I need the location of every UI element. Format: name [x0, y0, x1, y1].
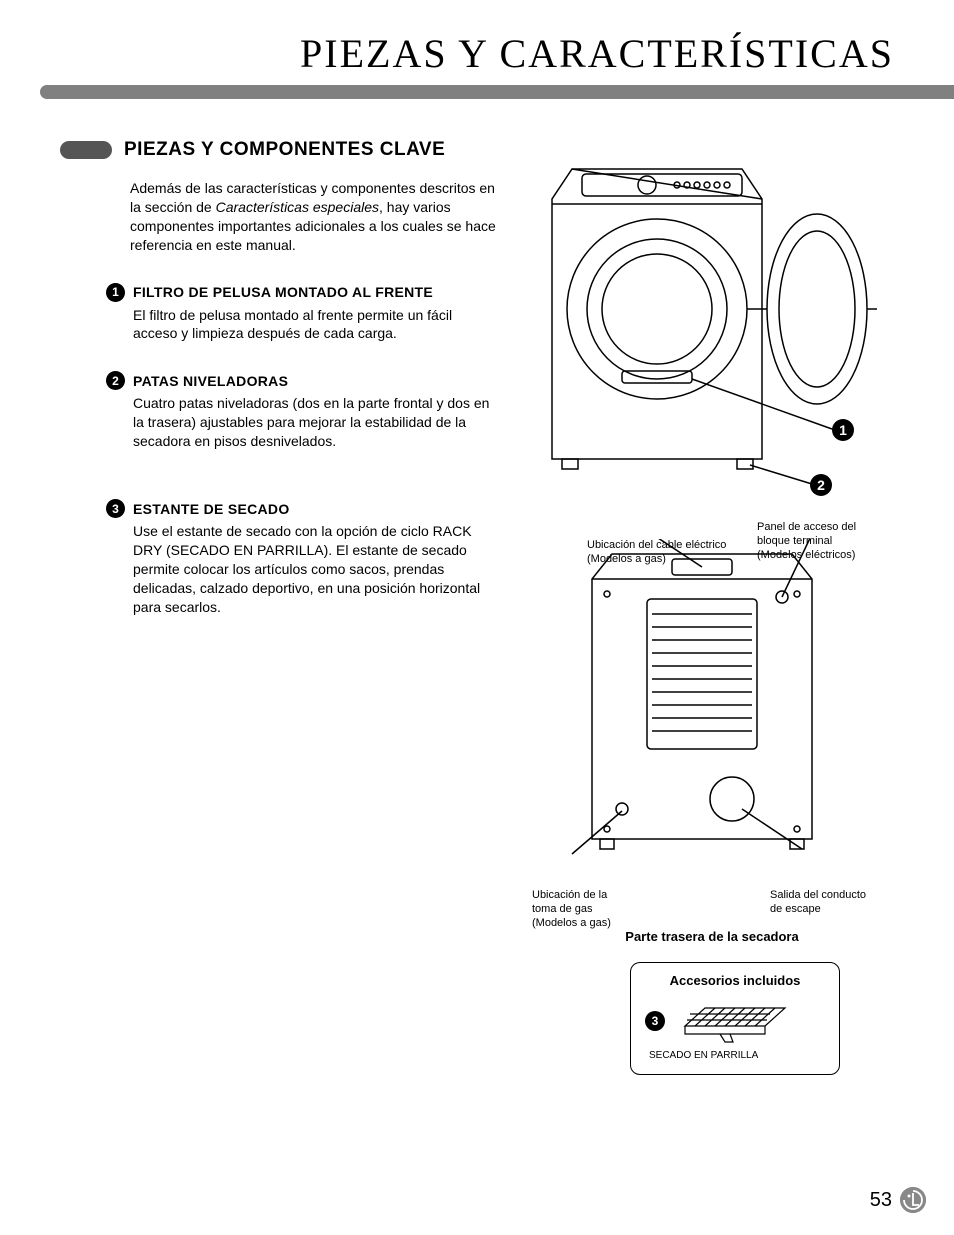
content-area: PIEZAS Y COMPONENTES CLAVE Además de las… [0, 99, 954, 1075]
intro-paragraph: Además de las características y componen… [130, 179, 500, 255]
page-footer: 53 [870, 1187, 926, 1213]
badge-1: 1 [106, 283, 125, 302]
accessories-badge: 3 [645, 1011, 665, 1031]
label-exhaust: Salida del conducto de escape [770, 889, 870, 917]
feature-3-head: 3 ESTANTE DE SECADO [106, 499, 500, 518]
lg-logo-icon [900, 1187, 926, 1213]
section-title: PIEZAS Y COMPONENTES CLAVE [124, 139, 445, 161]
feature-2: 2 PATAS NIVELADORAS Cuatro patas nivelad… [106, 371, 500, 451]
front-callout-2: 2 [810, 474, 832, 496]
title-underline-bar [40, 85, 954, 99]
left-column: PIEZAS Y COMPONENTES CLAVE Además de las… [60, 139, 500, 1075]
accessories-title: Accesorios incluidos [645, 973, 825, 988]
badge-2: 2 [106, 371, 125, 390]
feature-1-body: El filtro de pelusa montado al frente pe… [133, 306, 500, 344]
label-power-cord: Ubicación del cable eléctrico (Modelos a… [587, 539, 737, 567]
feature-2-head: 2 PATAS NIVELADORAS [106, 371, 500, 390]
accessories-box: Accesorios incluidos 3 SECAD [630, 962, 840, 1075]
feature-1-title: FILTRO DE PELUSA MONTADO AL FRENTE [133, 284, 433, 300]
accessories-row: 3 [645, 996, 825, 1046]
dryer-back-svg [532, 539, 892, 879]
label-gas: Ubicación de la toma de gas (Modelos a g… [532, 889, 632, 930]
section-heading: PIEZAS Y COMPONENTES CLAVE [60, 139, 500, 161]
label-terminal: Panel de acceso del bloque terminal (Mod… [757, 521, 867, 562]
feature-1: 1 FILTRO DE PELUSA MONTADO AL FRENTE El … [106, 283, 500, 344]
page-number: 53 [870, 1189, 892, 1212]
back-caption: Parte trasera de la secadora [532, 929, 892, 944]
feature-3-title: ESTANTE DE SECADO [133, 501, 290, 517]
feature-2-title: PATAS NIVELADORAS [133, 373, 288, 389]
page-title: PIEZAS Y CARACTERÍSTICAS [0, 0, 954, 85]
drying-rack-icon [675, 996, 795, 1046]
feature-3: 3 ESTANTE DE SECADO Use el estante de se… [106, 499, 500, 616]
dryer-back-figure: Ubicación del cable eléctrico (Modelos a… [532, 539, 892, 944]
intro-emphasis: Características especiales [216, 199, 379, 215]
right-column: 1 2 Ubicación del cable eléctrico (Model… [520, 139, 904, 1075]
feature-3-body: Use el estante de secado con la opción d… [133, 522, 500, 616]
heading-pill [60, 141, 112, 159]
front-callout-1: 1 [832, 419, 854, 441]
feature-2-body: Cuatro patas niveladoras (dos en la part… [133, 394, 500, 451]
accessories-label: SECADO EN PARRILLA [649, 1050, 825, 1062]
dryer-front-figure: 1 2 [532, 139, 892, 499]
badge-3: 3 [106, 499, 125, 518]
dryer-front-svg [532, 139, 892, 499]
feature-1-head: 1 FILTRO DE PELUSA MONTADO AL FRENTE [106, 283, 500, 302]
